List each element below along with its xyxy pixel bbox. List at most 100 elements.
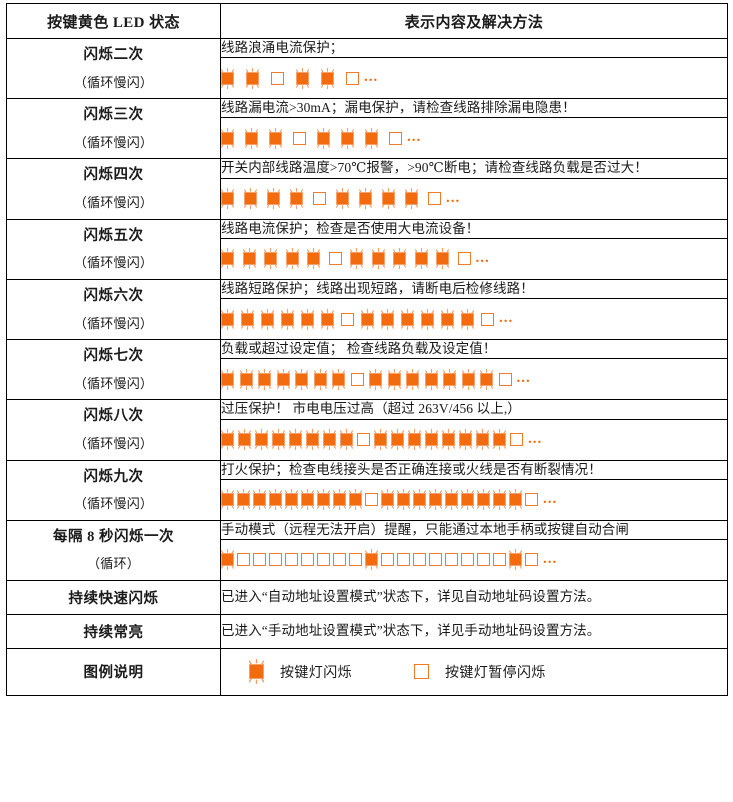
row-led-pattern-cell: ... [220,118,727,159]
led-box [306,433,319,447]
led-status-table: 按键黄色 LED 状态 表示内容及解决方法 闪烁二次 （循环慢闪） 线路浪涌电流保护… [6,3,728,696]
led-box [341,131,354,145]
led-on-icon [424,429,438,451]
row-description-inner-table: 打火保护；检查电线接头是否正确连接或火线是否有断裂情况！... [220,460,727,520]
row-led-pattern-cell: ... [220,178,727,219]
row-description-text-row: 负载或超过设定值； 检查线路负载及设定值！ [221,340,727,360]
row-state-main: 每隔 8 秒闪烁一次 [53,528,174,545]
row-state-cell: 闪烁八次 （循环慢闪） [6,399,221,461]
row-state-cell: 闪烁二次 （循环慢闪） [6,37,221,100]
led-box [269,493,282,507]
row-state-cell: 闪烁七次 （循环慢闪） [6,339,221,401]
table-row: 闪烁五次 （循环慢闪） 线路电流保护；检查是否使用大电流设备！... [6,218,728,280]
led-on-icon [239,368,253,390]
led-on-icon [444,489,458,511]
led-on-icon [244,127,258,149]
led-on-icon [340,127,354,149]
led-pattern-strip: ... [220,429,727,451]
led-box [221,71,234,85]
led-on-icon [220,188,234,210]
led-pattern-ellipsis: ... [475,249,490,266]
row-led-pattern-row: ... [220,359,727,400]
led-box [381,553,394,567]
led-on-icon [320,308,334,330]
led-off-icon [389,131,402,145]
led-off-icon [317,553,330,567]
led-on-icon [475,429,489,451]
led-box [221,493,234,507]
led-box [221,372,234,386]
led-box [445,553,458,567]
led-on-icon [220,368,234,390]
led-off-icon [493,553,506,567]
row-led-pattern-row: ... [220,118,727,159]
row-state-cell: 闪烁六次 （循环慢闪） [6,278,221,341]
row-state-sub: （循环慢闪） [73,134,154,150]
led-on-icon [257,368,271,390]
led-on-icon [368,368,382,390]
row-state-sub: （循环） [87,556,140,572]
led-box [249,664,264,680]
legend-item-label: 按键灯闪烁 [280,665,352,681]
row-description-cell: 开关内部线路温度>70℃报警，>90℃断电；请检查线路负载是否过大！... [220,158,728,220]
led-on-icon [407,429,421,451]
row-description-cell: 线路电流保护；检查是否使用大电流设备！... [220,218,728,280]
led-pattern-ellipsis: ... [516,370,531,387]
led-off-icon [381,553,394,567]
row-led-pattern-cell: ... [220,479,727,520]
led-box [267,192,280,206]
row-description-text: 线路电流保护；检查是否使用大电流设备！ [221,219,727,239]
row-state-main: 持续快速闪烁 [68,590,159,607]
led-box [241,312,254,326]
led-on-icon [220,308,234,330]
led-on-icon [252,489,266,511]
led-on-icon [373,429,387,451]
led-pattern-strip: ... [220,549,727,571]
led-on-icon [358,188,372,210]
row-description-text: 手动模式（远程无法开启）提醒，只能通过本地手柄或按键自动合闸 [221,520,727,540]
led-box [237,493,250,507]
row-led-pattern-cell: ... [220,238,727,279]
led-box [374,433,387,447]
led-box [381,312,394,326]
led-box [509,493,522,507]
row-description-text-row: 线路漏电流>30mA；漏电保护，请检查线路排除漏电隐患！ [221,99,727,119]
led-on-icon [220,67,234,89]
led-off-icon [269,553,282,567]
led-off-icon [445,553,458,567]
led-on-icon [414,248,428,270]
row-description-inner-table: 过压保护！ 市电电压过高（超过 263V/456 以上,）... [220,400,727,459]
led-on-icon [248,659,265,685]
led-on-icon [349,248,363,270]
led-box [296,71,309,85]
row-description-inner-table: 线路短路保护；线路出现短路，请断电后检修线路！... [220,279,727,339]
led-off-icon [428,192,441,206]
row-state-main: 闪烁七次 [83,348,144,365]
row-description-inner-table: 线路电流保护；检查是否使用大电流设备！... [220,219,727,279]
led-box [441,312,454,326]
row-description-text: 线路浪涌电流保护； [221,39,727,59]
row-state-sub: （循环慢闪） [73,315,154,331]
led-box [221,433,234,447]
led-box [301,312,314,326]
row-description-text-row: 打火保护；检查电线接头是否正确连接或火线是否有断裂情况！ [221,460,727,480]
led-off-icon [481,312,494,326]
led-on-icon [322,429,336,451]
led-box [313,192,326,206]
row-description-text: 开关内部线路温度>70℃报警，>90℃断电；请检查线路负载是否过大！ [221,159,727,179]
led-on-icon [245,67,259,89]
row-description-text: 过压保护！ 市电电压过高（超过 263V/456 以上,） [221,400,727,420]
led-off-icon [328,252,342,266]
led-box [461,312,474,326]
led-box [253,553,266,567]
led-box [461,372,475,386]
row-led-pattern-row: ... [220,479,727,520]
led-off-icon [397,553,410,567]
row-led-pattern-cell: ... [220,539,727,580]
led-box [493,553,506,567]
led-on-icon [306,248,320,270]
led-on-icon [320,67,334,89]
led-on-icon [405,368,419,390]
led-box [285,553,298,567]
row-state-sub: （循环慢闪） [73,195,154,211]
